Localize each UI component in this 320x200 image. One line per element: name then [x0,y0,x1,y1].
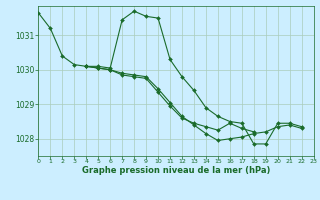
X-axis label: Graphe pression niveau de la mer (hPa): Graphe pression niveau de la mer (hPa) [82,166,270,175]
